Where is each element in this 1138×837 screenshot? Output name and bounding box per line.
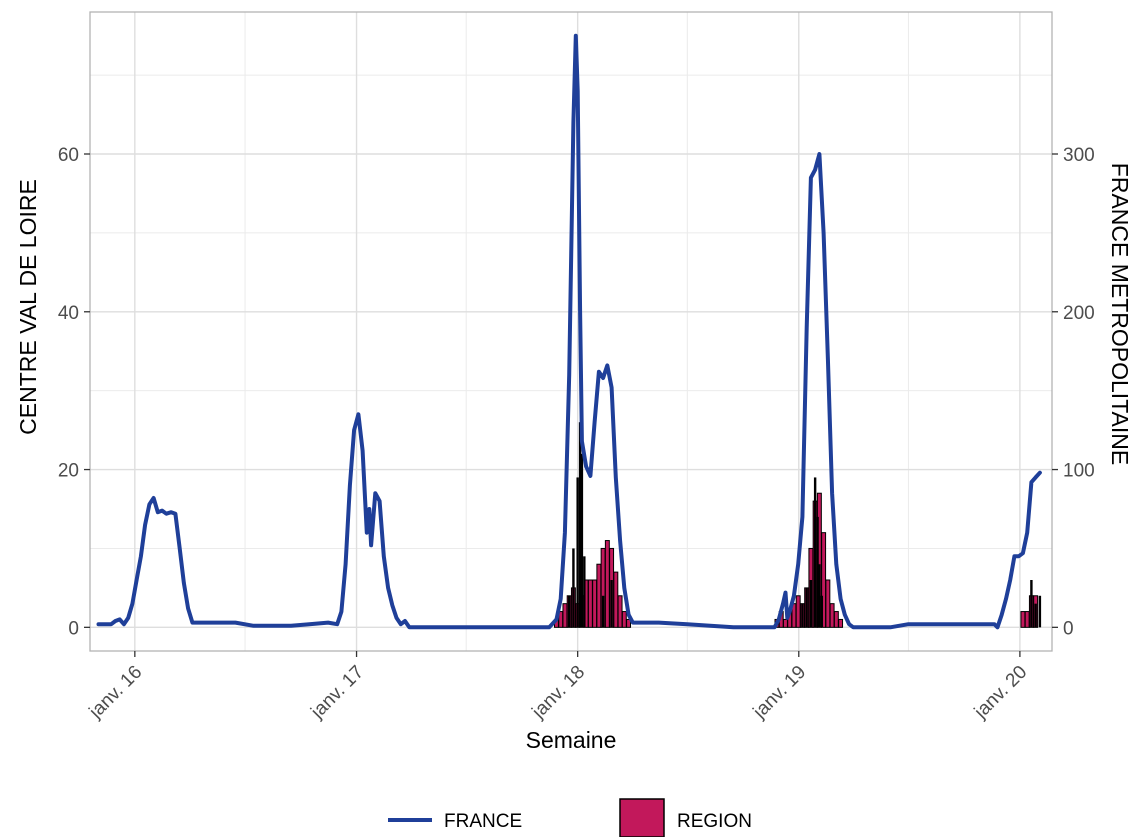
x-axis-title: Semaine [526, 727, 617, 753]
region-bar-dark [813, 477, 817, 628]
region-bar [829, 603, 835, 628]
y-right-tick-label: 200 [1063, 303, 1095, 324]
region-bar [838, 618, 844, 628]
legend-region-swatch [619, 798, 665, 837]
region-bar [613, 571, 619, 628]
y-right-tick-label: 100 [1063, 461, 1095, 482]
y-left-tick-label: 40 [58, 303, 79, 324]
y-left-tick-label: 0 [68, 618, 79, 639]
region-bars [553, 422, 1042, 628]
y-left-tick-label: 20 [58, 461, 79, 482]
legend: FRANCE REGION [388, 798, 752, 837]
region-bar-dark [805, 587, 808, 628]
y-axis-left-title: CENTRE VAL DE LOIRE [15, 179, 41, 435]
region-bar-dark [1038, 595, 1042, 628]
region-bar-dark [583, 556, 586, 628]
region-bar-dark [816, 516, 819, 628]
region-bar-dark [601, 595, 605, 628]
legend-france-label: FRANCE [444, 811, 522, 832]
region-bar [825, 579, 831, 628]
france-line-group [96, 33, 1042, 630]
region-bar-dark [801, 603, 804, 628]
region-bar-dark [578, 422, 582, 628]
region-bar-dark [820, 595, 824, 628]
y-right-tick-label: 0 [1063, 618, 1074, 639]
region-bar [621, 611, 627, 628]
region-bar [617, 595, 623, 628]
region-bar-dark [809, 580, 813, 628]
y-right-tick-label: 300 [1063, 145, 1095, 166]
region-bar-dark [576, 477, 579, 628]
legend-region-label: REGION [677, 811, 752, 832]
region-bar-dark [1030, 580, 1033, 628]
region-bar [1020, 611, 1026, 628]
region-bar-dark [580, 453, 584, 628]
region-bar [795, 595, 801, 628]
region-bar-dark [818, 564, 821, 628]
region-bar [626, 618, 632, 628]
region-bar [604, 540, 610, 628]
region-bar-dark [572, 548, 575, 628]
region-bar-dark [610, 580, 613, 628]
region-bar [562, 603, 568, 628]
region-bar-dark [567, 595, 571, 628]
region-bar [596, 563, 602, 628]
region-bar [833, 611, 839, 628]
region-bar [1024, 611, 1030, 628]
region-bar [587, 579, 593, 628]
y-left-tick-label: 60 [58, 145, 79, 166]
region-bar-dark [1034, 603, 1037, 628]
y-axis-right-title: FRANCE METROPOLITAINE [1107, 163, 1133, 465]
france-line [96, 33, 1042, 630]
region-bar [782, 618, 788, 628]
panel-border [89, 11, 1053, 652]
region-bar [592, 579, 598, 628]
